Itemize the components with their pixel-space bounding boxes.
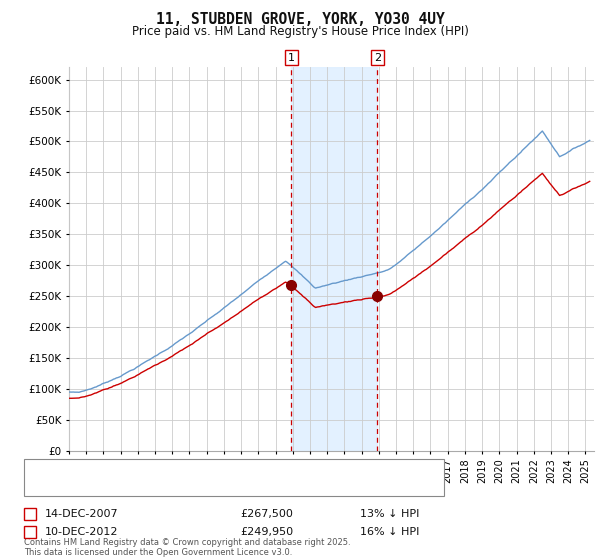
Text: Price paid vs. HM Land Registry's House Price Index (HPI): Price paid vs. HM Land Registry's House … (131, 25, 469, 38)
Text: 14-DEC-2007: 14-DEC-2007 (45, 509, 119, 519)
Text: 2: 2 (26, 527, 34, 537)
Text: HPI: Average price, detached house, York: HPI: Average price, detached house, York (69, 480, 284, 491)
Bar (292, 67, 377, 451)
Text: 2: 2 (374, 53, 381, 63)
Text: 1: 1 (26, 509, 34, 519)
Text: 10-DEC-2012: 10-DEC-2012 (45, 527, 118, 537)
Text: 13% ↓ HPI: 13% ↓ HPI (360, 509, 419, 519)
Text: £249,950: £249,950 (240, 527, 293, 537)
Text: 1: 1 (288, 53, 295, 63)
Text: 11, STUBDEN GROVE, YORK, YO30 4UY (detached house): 11, STUBDEN GROVE, YORK, YO30 4UY (detac… (69, 464, 365, 474)
Text: Contains HM Land Registry data © Crown copyright and database right 2025.
This d: Contains HM Land Registry data © Crown c… (24, 538, 350, 557)
Text: 16% ↓ HPI: 16% ↓ HPI (360, 527, 419, 537)
Text: £267,500: £267,500 (240, 509, 293, 519)
Text: 11, STUBDEN GROVE, YORK, YO30 4UY: 11, STUBDEN GROVE, YORK, YO30 4UY (155, 12, 445, 27)
